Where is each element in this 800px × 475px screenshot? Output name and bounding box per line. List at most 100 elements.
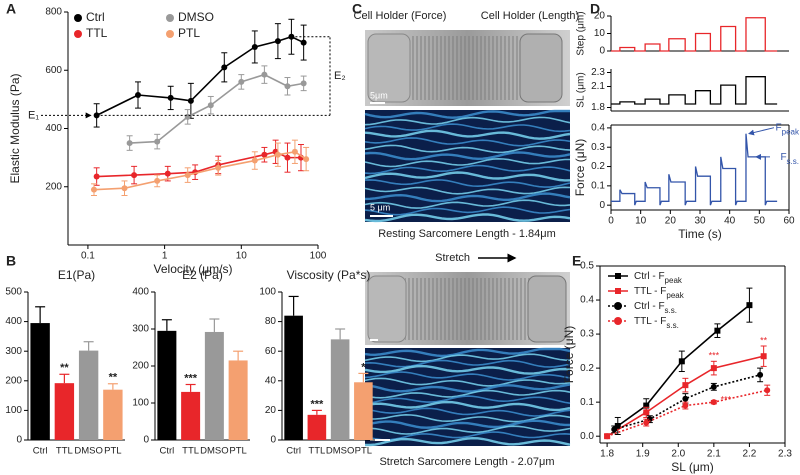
y-tick-label: 10 — [594, 28, 606, 39]
marker — [261, 71, 268, 78]
y-tick-label: 1.8 — [591, 102, 605, 113]
marker — [643, 419, 650, 426]
fiber — [364, 377, 571, 387]
y-tick-label: 0.2 — [580, 363, 594, 374]
series-line — [129, 73, 304, 144]
marker — [167, 94, 174, 101]
fiber — [364, 353, 571, 363]
marker — [90, 186, 97, 193]
marker — [682, 402, 689, 409]
fiber — [364, 407, 571, 417]
y-tick-label: 0.1 — [580, 397, 594, 408]
image-label: Cell Holder (Force) — [354, 10, 447, 22]
x-tick-label: DMSO — [326, 446, 355, 457]
legend-label: TTL — [86, 26, 108, 40]
x-tick-label: Ctrl — [159, 446, 174, 457]
significance: ** — [109, 372, 118, 384]
label-text: Ctrl — [86, 10, 105, 24]
y-tick-label: 100 — [132, 398, 149, 409]
x-tick-label: Ctrl — [33, 446, 48, 457]
marker — [604, 433, 611, 440]
annotation: E₂ — [334, 70, 346, 82]
y-tick-label: 0 — [599, 46, 605, 57]
marker — [614, 422, 621, 429]
bar — [307, 414, 327, 440]
legend-marker — [74, 30, 82, 38]
series-line — [614, 374, 761, 431]
panel-label: B — [6, 253, 16, 269]
marker — [238, 78, 245, 85]
marker — [643, 402, 650, 409]
fiber — [364, 179, 571, 188]
marker — [251, 157, 258, 164]
series-line — [96, 35, 304, 117]
x-tick-label: 50 — [754, 216, 766, 227]
marker — [93, 173, 100, 180]
annotation: Fs.s. — [780, 152, 799, 166]
marker — [131, 172, 138, 179]
label-text: DMSO — [178, 10, 214, 24]
x-tick-label: 1.9 — [636, 449, 650, 460]
x-tick-label: DMSO — [74, 446, 103, 457]
bar — [204, 331, 224, 440]
marker — [303, 156, 310, 163]
bar — [354, 382, 373, 440]
cell-holder — [519, 33, 563, 103]
y-tick-label: 800 — [45, 7, 62, 18]
y-tick-label: 300 — [5, 346, 22, 357]
marker — [135, 92, 142, 99]
y-tick-label: 200 — [5, 375, 22, 386]
panel-label: C — [352, 1, 362, 17]
x-tick-label: 2.2 — [742, 449, 756, 460]
marker — [164, 170, 171, 177]
marker — [284, 83, 291, 90]
marker — [251, 43, 258, 50]
x-axis-label: Time (s) — [678, 227, 722, 241]
x-tick-label: 0 — [608, 216, 614, 227]
cell-holder — [367, 33, 411, 103]
legend-label: TTL - Fpeak — [634, 286, 685, 300]
bar — [30, 323, 50, 440]
label-text: F — [776, 122, 782, 133]
marker — [710, 383, 717, 390]
y-tick-label: 300 — [132, 324, 149, 335]
x-tick-label: 10 — [635, 216, 647, 227]
legend-marker — [166, 30, 174, 38]
x-tick-label: 30 — [694, 216, 706, 227]
significance: * — [361, 361, 366, 373]
marker — [207, 102, 214, 109]
annotation: E₁ — [28, 109, 39, 121]
fiber — [364, 419, 571, 429]
y-tick-label: 100 — [5, 405, 22, 416]
marker — [746, 302, 753, 309]
y-tick-label: 400 — [5, 316, 22, 327]
subscript: s.s. — [787, 156, 799, 165]
significance: *** — [310, 398, 324, 410]
label-text: PTL — [178, 26, 200, 40]
x-tick-label: 2.1 — [707, 449, 721, 460]
fiber — [364, 400, 571, 412]
fiber — [364, 164, 571, 175]
marker — [184, 172, 191, 179]
subscript: s.s. — [666, 321, 678, 330]
marker — [154, 138, 161, 145]
fiber — [364, 213, 571, 223]
y-tick-label: 0 — [599, 200, 605, 211]
y-axis-label: Force (μN) — [562, 326, 576, 384]
x-tick-label: 2.0 — [671, 449, 685, 460]
bar — [54, 383, 75, 440]
marker — [121, 185, 128, 192]
significance: *** — [709, 351, 720, 361]
y-axis-label: Force (μN) — [573, 139, 587, 197]
fiber — [364, 192, 571, 203]
marker — [300, 39, 307, 46]
bar — [103, 389, 123, 440]
x-tick-label: 0.1 — [81, 251, 95, 262]
y-axis-label: SL (μm) — [576, 72, 587, 107]
y-tick-label: 100 — [259, 287, 276, 298]
cell-holder — [367, 275, 407, 343]
bar — [330, 339, 350, 440]
legend-label: PTL — [178, 26, 200, 40]
x-tick-label: 10 — [236, 251, 248, 262]
label-text: Ctrl - F — [634, 301, 665, 312]
